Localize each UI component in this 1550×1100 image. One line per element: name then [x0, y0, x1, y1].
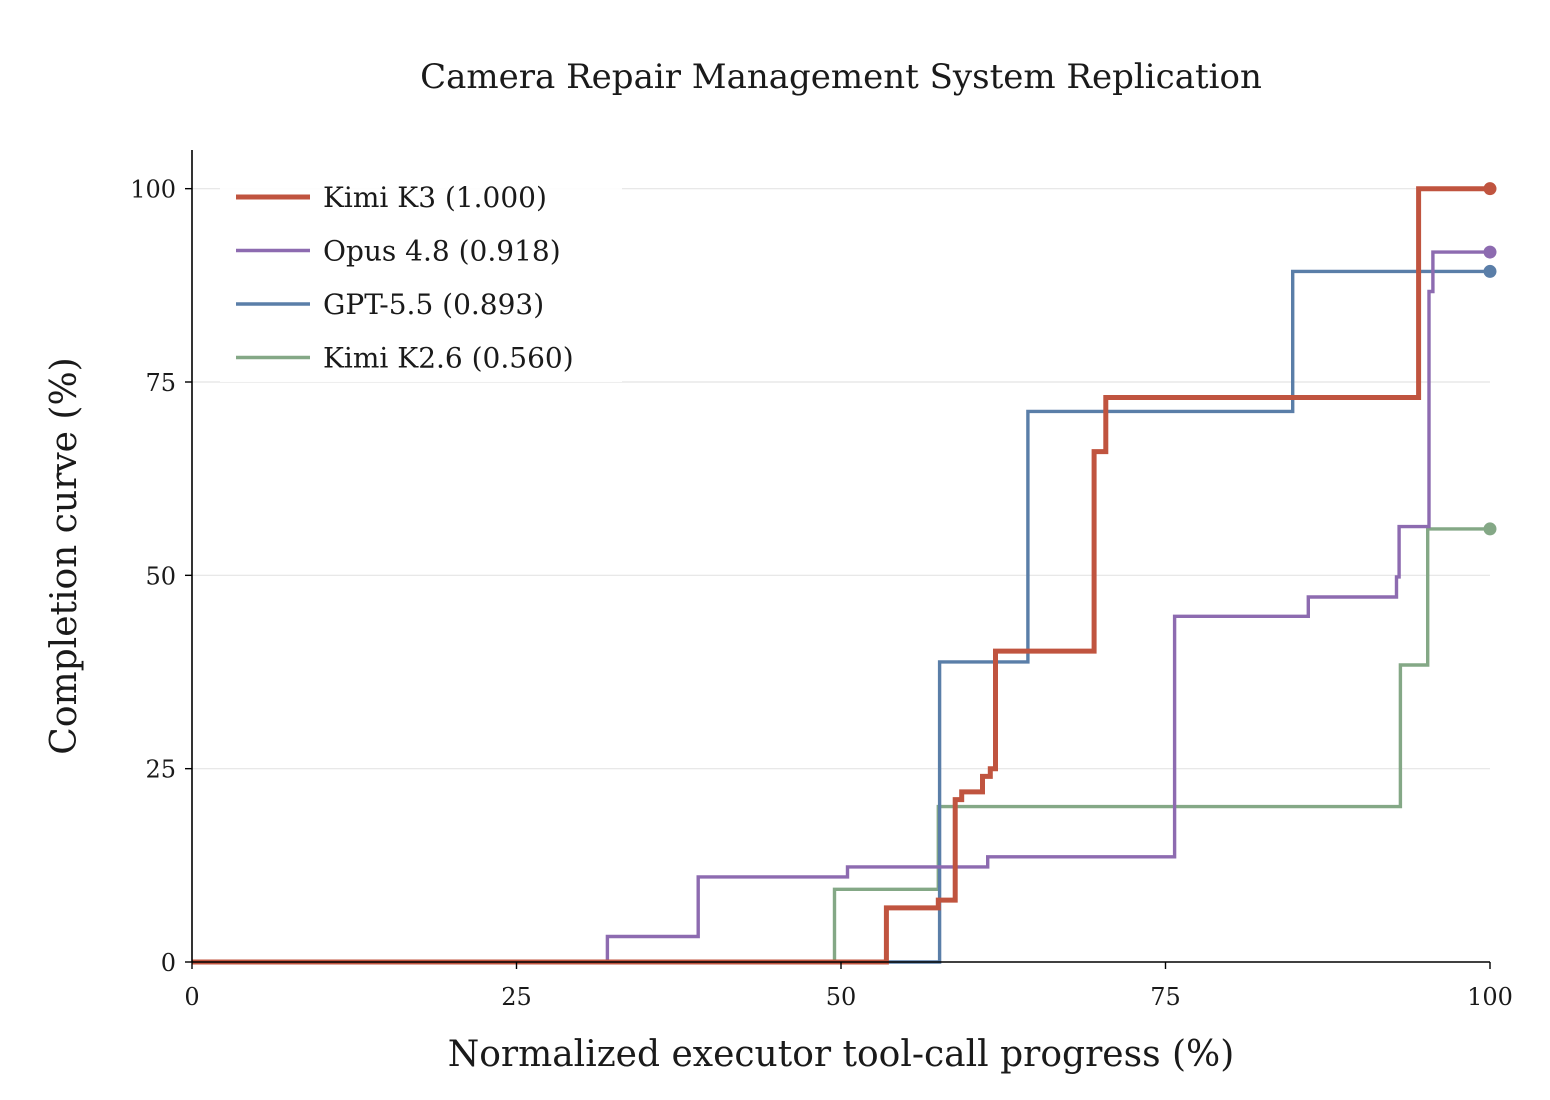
y-tick-label: 0: [161, 949, 176, 977]
legend-label: GPT-5.5 (0.893): [323, 288, 544, 321]
series-end-marker-1: [1483, 182, 1497, 196]
series-line-1: [192, 186, 1490, 965]
series-line-4: [192, 527, 1490, 964]
x-tick-label: 25: [501, 983, 532, 1011]
legend-box: [220, 172, 622, 382]
x-tick-label: 75: [1150, 983, 1181, 1011]
series-line-2: [192, 250, 1490, 964]
y-ticks: 0 25 50 75 100: [130, 176, 192, 977]
series-line-3: [192, 269, 1490, 964]
legend-label: Kimi K3 (1.000): [323, 181, 547, 214]
y-tick-label: 25: [145, 756, 176, 784]
legend-label: Opus 4.8 (0.918): [323, 235, 561, 268]
chart-title: Camera Repair Management System Replicat…: [420, 57, 1262, 97]
x-ticks: 0 25 50 75 100: [184, 962, 1513, 1011]
y-axis-label: Completion curve (%): [44, 357, 85, 754]
series-end-marker-3: [1483, 264, 1497, 278]
y-tick-label: 50: [145, 562, 176, 590]
x-tick-label: 0: [184, 983, 199, 1011]
x-tick-label: 100: [1467, 983, 1513, 1011]
y-tick-label: 100: [130, 176, 176, 204]
series-layer: [192, 182, 1497, 965]
x-tick-label: 50: [826, 983, 857, 1011]
x-axis-label: Normalized executor tool-call progress (…: [448, 1034, 1235, 1075]
series-end-marker-2: [1483, 245, 1497, 259]
series-end-marker-4: [1483, 522, 1497, 536]
legend-label: Kimi K2.6 (0.560): [323, 342, 574, 375]
y-tick-label: 75: [145, 369, 176, 397]
legend: Kimi K3 (1.000) Opus 4.8 (0.918) GPT-5.5 (…: [220, 172, 622, 382]
